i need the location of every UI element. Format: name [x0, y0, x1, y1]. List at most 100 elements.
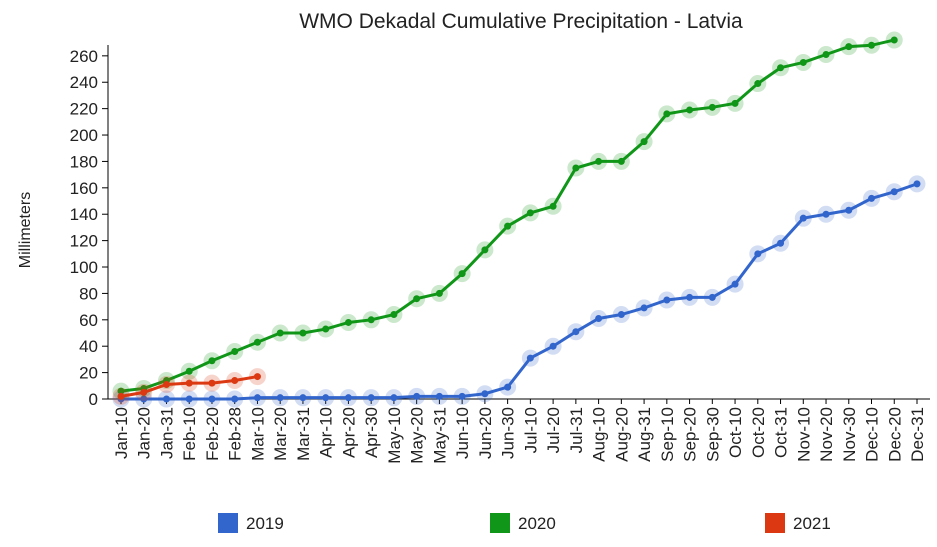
point	[226, 390, 244, 408]
point	[544, 197, 562, 215]
point	[135, 383, 153, 401]
point	[180, 374, 198, 392]
x-tick-label: Nov-30	[840, 407, 859, 462]
point	[339, 313, 357, 331]
point	[726, 94, 744, 112]
legend-swatch	[490, 513, 510, 533]
point	[180, 390, 198, 408]
point	[203, 352, 221, 370]
legend-label: 2019	[246, 514, 284, 533]
x-tick-label: May-10	[385, 407, 404, 464]
legend-swatch	[765, 513, 785, 533]
point	[157, 375, 175, 393]
y-tick-label: 20	[79, 364, 98, 383]
point	[476, 241, 494, 259]
point	[726, 275, 744, 293]
x-tick-label: Mar-31	[294, 407, 313, 461]
point	[749, 75, 767, 93]
x-tick-label: Oct-20	[749, 407, 768, 458]
point	[408, 290, 426, 308]
y-tick-label: 100	[70, 258, 98, 277]
point	[840, 38, 858, 56]
point	[180, 362, 198, 380]
x-tick-label: Sep-20	[681, 407, 700, 462]
point	[248, 333, 266, 351]
point	[681, 288, 699, 306]
point	[817, 46, 835, 64]
point	[385, 306, 403, 324]
x-tick-label: Apr-10	[317, 407, 336, 458]
point	[521, 349, 539, 367]
point	[590, 309, 608, 327]
y-tick-label: 120	[70, 232, 98, 251]
point	[590, 152, 608, 170]
point	[681, 101, 699, 119]
y-tick-label: 180	[70, 152, 98, 171]
y-tick-label: 40	[79, 337, 98, 356]
point	[658, 105, 676, 123]
legend-label: 2020	[518, 514, 556, 533]
x-tick-label: Jul-31	[567, 407, 586, 453]
x-tick-label: Jul-20	[544, 407, 563, 453]
x-tick-label: May-20	[408, 407, 427, 464]
point	[612, 306, 630, 324]
point	[521, 204, 539, 222]
point	[567, 159, 585, 177]
point	[772, 59, 790, 77]
x-tick-label: Nov-20	[817, 407, 836, 462]
y-tick-label: 0	[89, 390, 98, 409]
point	[476, 385, 494, 403]
chart-title: WMO Dekadal Cumulative Precipitation - L…	[299, 10, 743, 33]
point	[885, 183, 903, 201]
series-line	[120, 38, 895, 393]
point	[362, 311, 380, 329]
x-tick-label: Jan-20	[135, 407, 154, 459]
x-tick-label: Jan-31	[157, 407, 176, 459]
point	[703, 98, 721, 116]
x-tick-label: Jun-10	[453, 407, 472, 459]
y-tick-label: 160	[70, 179, 98, 198]
point	[908, 175, 926, 193]
x-tick-label: Feb-28	[226, 407, 245, 461]
point	[499, 378, 517, 396]
point	[385, 389, 403, 407]
y-tick-label: 220	[70, 100, 98, 119]
y-tick-label: 80	[79, 284, 98, 303]
legend-label: 2021	[793, 514, 831, 533]
point	[362, 389, 380, 407]
x-tick-label: Mar-10	[248, 407, 267, 461]
point	[749, 245, 767, 263]
x-tick-label: Jun-20	[476, 407, 495, 459]
x-tick-label: Apr-30	[362, 407, 381, 458]
x-tick-label: Aug-31	[635, 407, 654, 462]
x-tick-label: May-31	[430, 407, 449, 464]
y-axis-label: Millimeters	[17, 192, 34, 268]
x-tick-label: Oct-31	[772, 407, 791, 458]
point	[635, 299, 653, 317]
point	[339, 389, 357, 407]
point	[294, 324, 312, 342]
y-tick-label: 260	[70, 47, 98, 66]
point	[794, 53, 812, 71]
point	[453, 387, 471, 405]
point	[658, 291, 676, 309]
point	[499, 217, 517, 235]
x-tick-label: Apr-20	[339, 407, 358, 458]
point	[863, 189, 881, 207]
point	[317, 389, 335, 407]
point	[885, 31, 903, 49]
x-tick-label: Jul-10	[521, 407, 540, 453]
x-tick-label: Aug-20	[612, 407, 631, 462]
point	[408, 387, 426, 405]
point	[248, 389, 266, 407]
legend-swatch	[218, 513, 238, 533]
x-tick-label: Sep-30	[703, 407, 722, 462]
x-tick-label: Jan-10	[112, 407, 131, 459]
point	[635, 133, 653, 151]
point	[226, 372, 244, 390]
x-tick-label: Sep-10	[658, 407, 677, 462]
y-tick-label: 60	[79, 311, 98, 330]
point	[226, 342, 244, 360]
x-tick-label: Dec-20	[885, 407, 904, 462]
